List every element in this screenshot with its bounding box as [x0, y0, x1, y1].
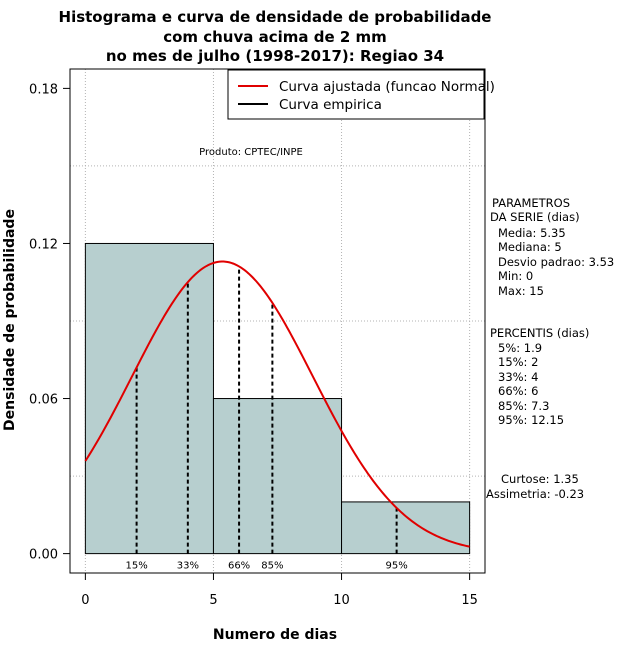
normal-curve-layer: [84, 260, 470, 548]
percentil-15: 15%: 2: [498, 355, 538, 369]
assimetria: Assimetria: -0.23: [486, 487, 584, 501]
percentis-title: PERCENTIS (dias): [490, 326, 589, 340]
histogram-bar: [341, 501, 471, 555]
side-panel: PARAMETROS DA SERIE (dias) Media: 5.35 M…: [486, 196, 614, 501]
parametros-title-2: DA SERIE (dias): [490, 210, 580, 224]
x-tick-label: 15: [461, 593, 478, 608]
percentile-label: 15%: [125, 561, 147, 572]
histogram-bar: [84, 242, 214, 555]
legend-label-empirical: Curva empirica: [279, 97, 382, 113]
curtose: Curtose: 1.35: [501, 472, 579, 486]
parametro-media: Media: 5.35: [498, 226, 566, 240]
y-axis-label: Densidade de probabilidade: [2, 209, 18, 431]
percentil-95: 95%: 12.15: [498, 413, 564, 427]
x-tick-label: 0: [81, 593, 89, 608]
x-tick-label: 10: [333, 593, 350, 608]
histogram-bars: [84, 242, 471, 555]
percentile-label: 95%: [386, 561, 408, 572]
axes: 0 5 10 15 0.00 0.06 0.12 0.18: [29, 82, 478, 608]
parametros-title-1: PARAMETROS: [492, 196, 570, 210]
percentile-label: 66%: [228, 561, 250, 572]
x-axis-label: Numero de dias: [213, 627, 337, 643]
percentil-66: 66%: 6: [498, 384, 538, 398]
y-tick-label: 0.06: [29, 393, 58, 408]
legend-box: [227, 69, 485, 120]
credit-annotation: Produto: CPTEC/INPE: [199, 147, 303, 158]
percentil-33: 33%: 4: [498, 370, 538, 384]
legend-label-normal: Curva ajustada (funcao Normal): [279, 79, 495, 95]
y-tick-label: 0.00: [29, 548, 58, 563]
y-tick-label: 0.12: [29, 237, 58, 252]
percentile-label: 85%: [261, 561, 283, 572]
chart-title-line-1: Histograma e curva de densidade de proba…: [59, 8, 492, 26]
parametro-desvio: Desvio padrao: 3.53: [498, 255, 614, 269]
chart-title-line-3: no mes de julho (1998-2017): Regiao 34: [106, 47, 444, 65]
percentil-85: 85%: 7.3: [498, 399, 549, 413]
legend: Curva ajustada (funcao Normal) Curva emp…: [227, 69, 495, 120]
normal-curve: [84, 260, 470, 548]
percentil-5: 5%: 1.9: [498, 341, 542, 355]
parametro-min: Min: 0: [498, 269, 533, 283]
x-tick-label: 5: [209, 593, 217, 608]
percentile-label: 33%: [177, 561, 199, 572]
histogram-bar: [212, 398, 343, 555]
chart-title-line-2: com chuva acima de 2 mm: [163, 28, 387, 46]
parametro-max: Max: 15: [498, 284, 544, 298]
percentile-lines: 15% 33% 66% 85% 95%: [125, 266, 408, 572]
parametro-mediana: Mediana: 5: [498, 240, 562, 254]
y-tick-label: 0.18: [29, 82, 58, 97]
